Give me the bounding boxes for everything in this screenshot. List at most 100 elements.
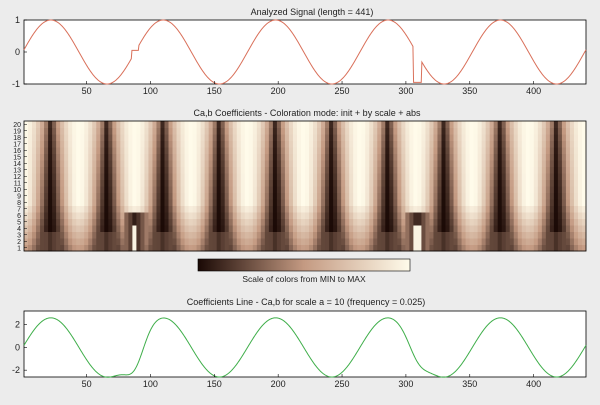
heatmap-cell [28,127,33,135]
heatmap-cell [260,166,266,174]
heatmap-cell [465,127,471,135]
heatmap-cell [40,153,45,161]
heatmap-cell [341,121,346,128]
heatmap-cell [521,199,527,206]
heatmap-cell [353,218,358,226]
heatmap-cell [545,140,551,148]
heatmap-cell [88,179,93,187]
heatmap-cell [565,244,571,252]
heatmap-cell [192,140,198,148]
heatmap-cell [541,140,547,148]
heatmap-cell [56,160,61,167]
heatmap-cell [180,121,186,128]
heatmap-cell [232,212,238,219]
heatmap-cell [196,205,202,213]
heatmap-cell [148,127,153,135]
heatmap-cell [176,186,182,193]
heatmap-cell [489,186,495,193]
heatmap-cell [365,225,370,232]
heatmap-cell [112,134,117,141]
heatmap-cell [212,160,218,167]
heatmap-cell [36,160,41,167]
heatmap-cell [509,231,515,239]
heatmap-cell [96,173,101,180]
heatmap-cell [581,186,587,193]
heatmap-cell [140,218,145,226]
heatmap-cell [260,160,266,167]
colorbar[interactable] [197,258,411,272]
heatmap-cell [365,166,370,174]
heatmap-cell [489,205,495,213]
heatmap-cell [477,153,483,161]
heatmap-cell [393,179,398,187]
heatmap-cell [288,212,294,219]
heatmap-cell [405,212,410,219]
heatmap-ytick-label: 6 [17,213,21,220]
heatmap-cell [264,173,270,180]
heatmap-cell [96,218,101,226]
heatmap-cell [317,134,322,141]
heatmap-cell [140,205,145,213]
heatmap-cell [345,192,350,200]
heatmap-cell [128,153,133,161]
heatmap-cell [204,153,210,161]
heatmap-cell [429,186,434,193]
heatmap-cell [397,212,402,219]
heatmap-cell [477,147,483,154]
heatmap-cell [48,153,53,161]
heatmap-cell [200,192,206,200]
heatmap-cell [381,134,386,141]
heatmap-cell [517,205,523,213]
heatmap-cell [140,140,145,148]
heatmap-cell [296,166,302,174]
heatmap-cell [236,134,242,141]
heatmap-cell [321,231,326,239]
heatmap-cell [361,134,366,141]
heatmap-cell [429,212,434,219]
heatmap-cell [76,238,81,245]
heatmap-cell [557,153,563,161]
heatmap-cell [120,121,125,128]
heatmap-cell [296,218,302,226]
heatmap-cell [337,244,342,252]
heatmap-cell [252,186,258,193]
heatmap-cell [425,173,430,180]
heatmap-cell [417,199,422,206]
heatmap-cell [288,199,294,206]
heatmap-cell [369,218,374,226]
heatmap-cell [425,192,430,200]
heatmap-cell [413,173,418,180]
heatmap-cell [224,179,230,187]
heatmap-cell [525,205,531,213]
heatmap-cell [284,199,290,206]
heatmap-cell [136,192,141,200]
heatmap-cell [124,127,129,135]
heatmap-cell [473,225,479,232]
heatmap-cell [252,160,258,167]
heatmap-cell [108,166,113,174]
heatmap-cell [505,205,511,213]
heatmap-cell [200,179,206,187]
heatmap-cell [445,166,451,174]
heatmap-cell [40,231,45,239]
heatmap-cell [345,134,350,141]
heatmap-cell [48,192,53,200]
heatmap-cell [172,231,178,239]
heatmap-cell [188,238,194,245]
heatmap-cell [152,244,157,252]
heatmap-cell [325,231,330,239]
heatmap-cell [120,225,125,232]
heatmap-cell [329,218,334,226]
heatmap-cell [180,173,186,180]
heatmap-ytick-label: 4 [17,226,21,233]
heatmap-cell [445,140,451,148]
heatmap-cell [321,160,326,167]
heatmap-cell [541,231,547,239]
heatmap-cell [409,225,414,232]
heatmap-cell [240,199,246,206]
heatmap-cell [36,127,41,135]
heatmap-cell [72,238,77,245]
heatmap-cell [80,212,85,219]
heatmap-cell [437,192,442,200]
heatmap-cell [184,192,190,200]
